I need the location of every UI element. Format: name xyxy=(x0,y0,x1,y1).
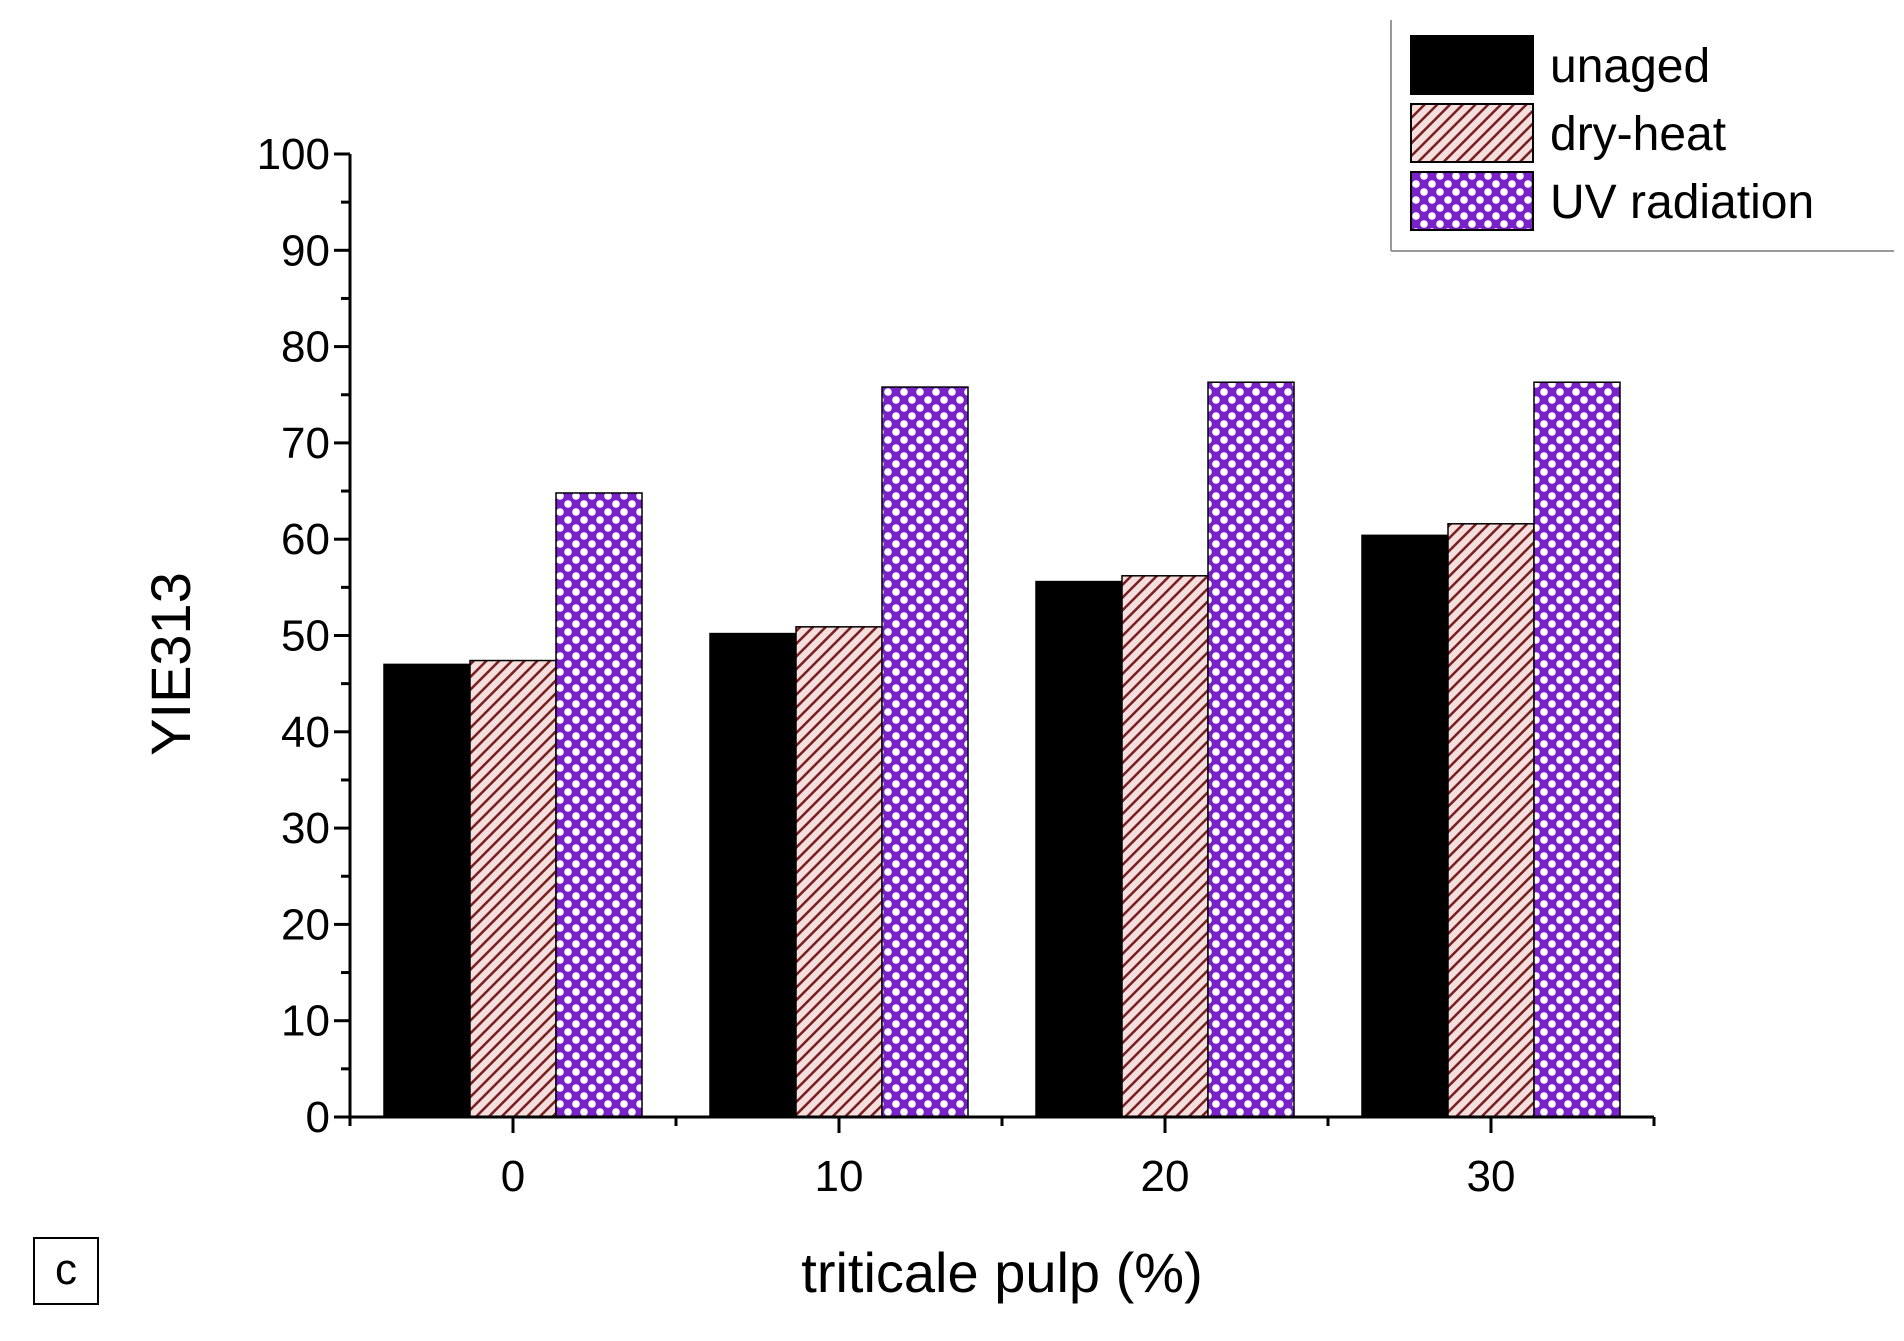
x-tick-label: 0 xyxy=(501,1152,525,1201)
bar-uv-radiation-30 xyxy=(1533,381,1621,1118)
bar-dry-heat-10 xyxy=(795,626,883,1118)
y-tick-label: 90 xyxy=(281,226,330,275)
bar-unaged-20 xyxy=(1035,580,1123,1118)
y-tick-label: 20 xyxy=(281,900,330,949)
legend-label: unaged xyxy=(1550,40,1710,93)
y-ticks: 0 10 20 30 40 50 60 70 80 90 100 xyxy=(257,130,350,1142)
y-tick-label: 10 xyxy=(281,997,330,1046)
bar-uv-radiation-10 xyxy=(881,386,969,1118)
legend: unaged dry-heat UV radiation xyxy=(1390,20,1894,252)
y-tick-label: 100 xyxy=(257,130,330,179)
x-tick-label: 30 xyxy=(1467,1152,1516,1201)
y-tick-label: 0 xyxy=(306,1093,330,1142)
bar-dry-heat-20 xyxy=(1121,575,1209,1118)
bar-uv-radiation-0 xyxy=(555,492,643,1118)
x-axis-title: triticale pulp (%) xyxy=(801,1241,1202,1304)
bar-unaged-30 xyxy=(1361,534,1449,1118)
bar-dry-heat-30 xyxy=(1447,523,1535,1118)
bar-dry-heat-0 xyxy=(469,659,557,1118)
x-ticks: 0 10 20 30 xyxy=(348,1117,1656,1201)
bar-unaged-10 xyxy=(709,632,797,1118)
legend-swatch-dry-heat xyxy=(1410,103,1534,163)
x-tick-label: 20 xyxy=(1141,1152,1190,1201)
y-tick-label: 80 xyxy=(281,323,330,372)
y-tick-label: 50 xyxy=(281,612,330,661)
x-tick-label: 10 xyxy=(815,1152,864,1201)
legend-swatch-unaged xyxy=(1410,35,1534,95)
y-tick-label: 70 xyxy=(281,419,330,468)
legend-label: UV radiation xyxy=(1550,176,1814,229)
y-tick-label: 60 xyxy=(281,515,330,564)
y-tick-label: 30 xyxy=(281,804,330,853)
y-tick-label: 40 xyxy=(281,708,330,757)
panel-label: c xyxy=(55,1245,77,1294)
bars-layer xyxy=(383,381,1621,1118)
legend-swatch-uv-radiation xyxy=(1410,171,1534,231)
y-axis-title: YIE313 xyxy=(139,572,202,756)
bar-unaged-0 xyxy=(383,663,471,1118)
bar-uv-radiation-20 xyxy=(1207,381,1295,1118)
legend-label: dry-heat xyxy=(1550,108,1726,161)
panel-label-box: c xyxy=(33,1237,99,1305)
